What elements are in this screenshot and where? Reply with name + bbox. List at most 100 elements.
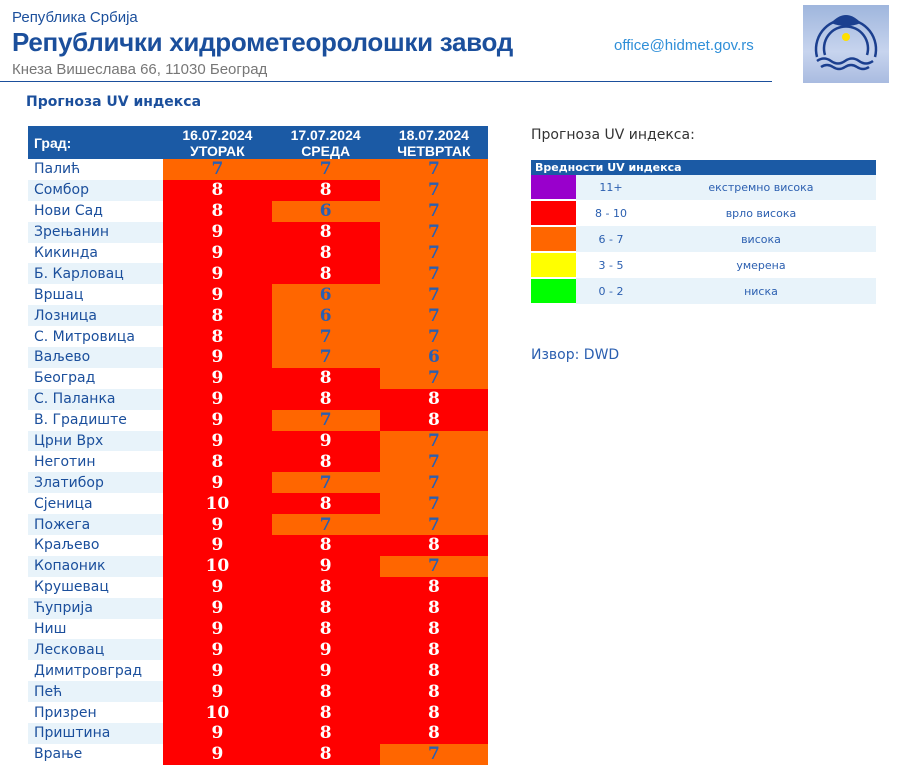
table-row: Пећ 9 8 8	[28, 681, 488, 703]
uv-value-cell: 8	[163, 451, 272, 473]
table-row: Димитровград 9 9 8	[28, 660, 488, 682]
table-row: Лозница 8 6 7	[28, 305, 488, 327]
uv-value-cell: 8	[379, 639, 488, 661]
table-row: Ваљево 9 7 6	[28, 347, 488, 368]
page-title: Прогноза UV индекса	[26, 94, 202, 110]
header-divider	[0, 81, 772, 82]
table-header-row: Град: 16.07.2024 УТОРАК 17.07.2024 СРЕДА 1…	[28, 126, 488, 159]
table-row: Призрен 10 8 8	[28, 702, 488, 724]
city-name: Ћуприја	[28, 597, 164, 619]
city-name: Пећ	[28, 681, 164, 703]
legend-row: 8 - 10 врло висока	[531, 200, 876, 227]
uv-value-cell: 8	[379, 681, 488, 703]
uv-value-cell: 7	[271, 514, 380, 536]
uv-value-cell: 9	[163, 263, 272, 285]
legend-header: Вредности UV индекса	[531, 160, 876, 175]
uv-value-cell: 9	[163, 284, 272, 306]
table-row: Вршац 9 6 7	[28, 284, 488, 306]
uv-value-cell: 8	[379, 409, 488, 431]
republic-label: Република Србија	[12, 9, 138, 26]
table-row: Пожега 9 7 7	[28, 514, 488, 536]
uv-value-cell: 8	[271, 535, 380, 556]
table-row: Београд 9 8 7	[28, 367, 488, 389]
legend-title: Прогноза UV индекса:	[531, 127, 695, 143]
uv-value-cell: 8	[379, 576, 488, 598]
city-name: Зрењанин	[28, 221, 164, 243]
uv-value-cell: 7	[379, 200, 488, 222]
uv-value-cell: 9	[271, 660, 380, 682]
city-name: Крушевац	[34, 579, 109, 596]
table-row: Палић 7 7 7	[28, 159, 488, 180]
uv-value-cell: 8	[271, 702, 380, 724]
uv-value-cell: 6	[271, 284, 380, 306]
city-name: Пожега	[28, 514, 164, 536]
uv-value-cell: 9	[163, 743, 272, 765]
city-name: Нови Сад	[34, 203, 103, 220]
uv-value-cell: 9	[163, 347, 272, 368]
uv-value-cell: 8	[271, 743, 380, 765]
date: 16.07.2024	[182, 126, 253, 143]
table-row: Неготин 8 8 7	[28, 451, 488, 473]
table-row: Лесковац 9 9 8	[28, 639, 488, 661]
legend-label: екстремно висока	[645, 175, 876, 200]
legend-range: 6 - 7	[576, 226, 646, 252]
uv-value-cell: 9	[163, 639, 272, 661]
city-name: Лозница	[28, 305, 164, 327]
uv-value-cell: 9	[163, 472, 272, 494]
legend-label: ниска	[645, 278, 876, 304]
weekday: УТОРАК	[190, 142, 245, 159]
uv-value-cell: 8	[379, 723, 488, 744]
institution-title: Републички хидрометеоролошки завод	[12, 27, 513, 57]
date: 18.07.2024	[398, 126, 469, 143]
uv-value-cell: 9	[271, 430, 380, 452]
table-row: Краљево 9 8 8	[28, 535, 488, 556]
uv-value-cell: 9	[163, 723, 272, 744]
table-row: Сомбор 8 8 7	[28, 179, 488, 201]
source-label: Извор: DWD	[531, 347, 620, 363]
date: 17.07.2024	[290, 126, 361, 143]
city-name: Ниш	[34, 621, 67, 638]
legend-row: 3 - 5 умерена	[531, 252, 876, 279]
uv-value-cell: 7	[163, 159, 272, 180]
uv-value-cell: 7	[379, 472, 488, 494]
uv-value-cell: 6	[271, 200, 380, 222]
city-name: Сомбор	[28, 179, 164, 201]
address: Кнеза Вишеслава 66, 11030 Београд	[12, 61, 268, 78]
uv-value-cell: 8	[271, 597, 380, 619]
uv-value-cell: 7	[379, 263, 488, 285]
city-name: Призрен	[34, 704, 97, 721]
legend-row: 11+ екстремно висока	[531, 175, 876, 201]
table-row: Кикинда 9 8 7	[28, 242, 488, 264]
city-name: Палић	[34, 161, 81, 178]
uv-forecast-table: Град: 16.07.2024 УТОРАК 17.07.2024 СРЕДА 1…	[28, 126, 488, 765]
day-column-header: 16.07.2024 УТОРАК	[163, 126, 272, 159]
uv-value-cell: 9	[163, 618, 272, 640]
table-row: Црни Врх 9 9 7	[28, 430, 488, 452]
uv-value-cell: 8	[163, 305, 272, 327]
day-column-header: 18.07.2024 ЧЕТВРТАК	[379, 126, 488, 159]
uv-value-cell: 8	[379, 702, 488, 724]
table-row: Врање 9 8 7	[28, 743, 488, 765]
uv-value-cell: 8	[163, 326, 272, 348]
city-name: Приштина	[28, 723, 164, 744]
uv-value-cell: 7	[379, 242, 488, 264]
city-name: Неготин	[34, 453, 96, 470]
uv-value-cell: 8	[271, 388, 380, 410]
weekday: ЧЕТВРТАК	[397, 142, 471, 159]
legend-range: 0 - 2	[576, 278, 646, 304]
legend-swatch	[531, 278, 576, 305]
uv-value-cell: 9	[163, 576, 272, 598]
legend-range: 3 - 5	[598, 258, 624, 272]
uv-value-cell: 8	[163, 200, 272, 222]
city-column-header: Град:	[28, 126, 164, 159]
email-link[interactable]: office@hidmet.gov.rs	[614, 37, 754, 54]
uv-value-cell: 8	[271, 367, 380, 389]
city-name: Краљево	[34, 537, 100, 554]
uv-value-cell: 8	[271, 263, 380, 285]
uv-value-cell: 8	[271, 493, 380, 515]
uv-value-cell: 9	[163, 514, 272, 536]
legend-swatch	[531, 175, 576, 201]
table-row: С. Митровица 8 7 7	[28, 326, 488, 348]
city-name: Врање	[34, 746, 83, 763]
uv-value-cell: 7	[271, 409, 380, 431]
